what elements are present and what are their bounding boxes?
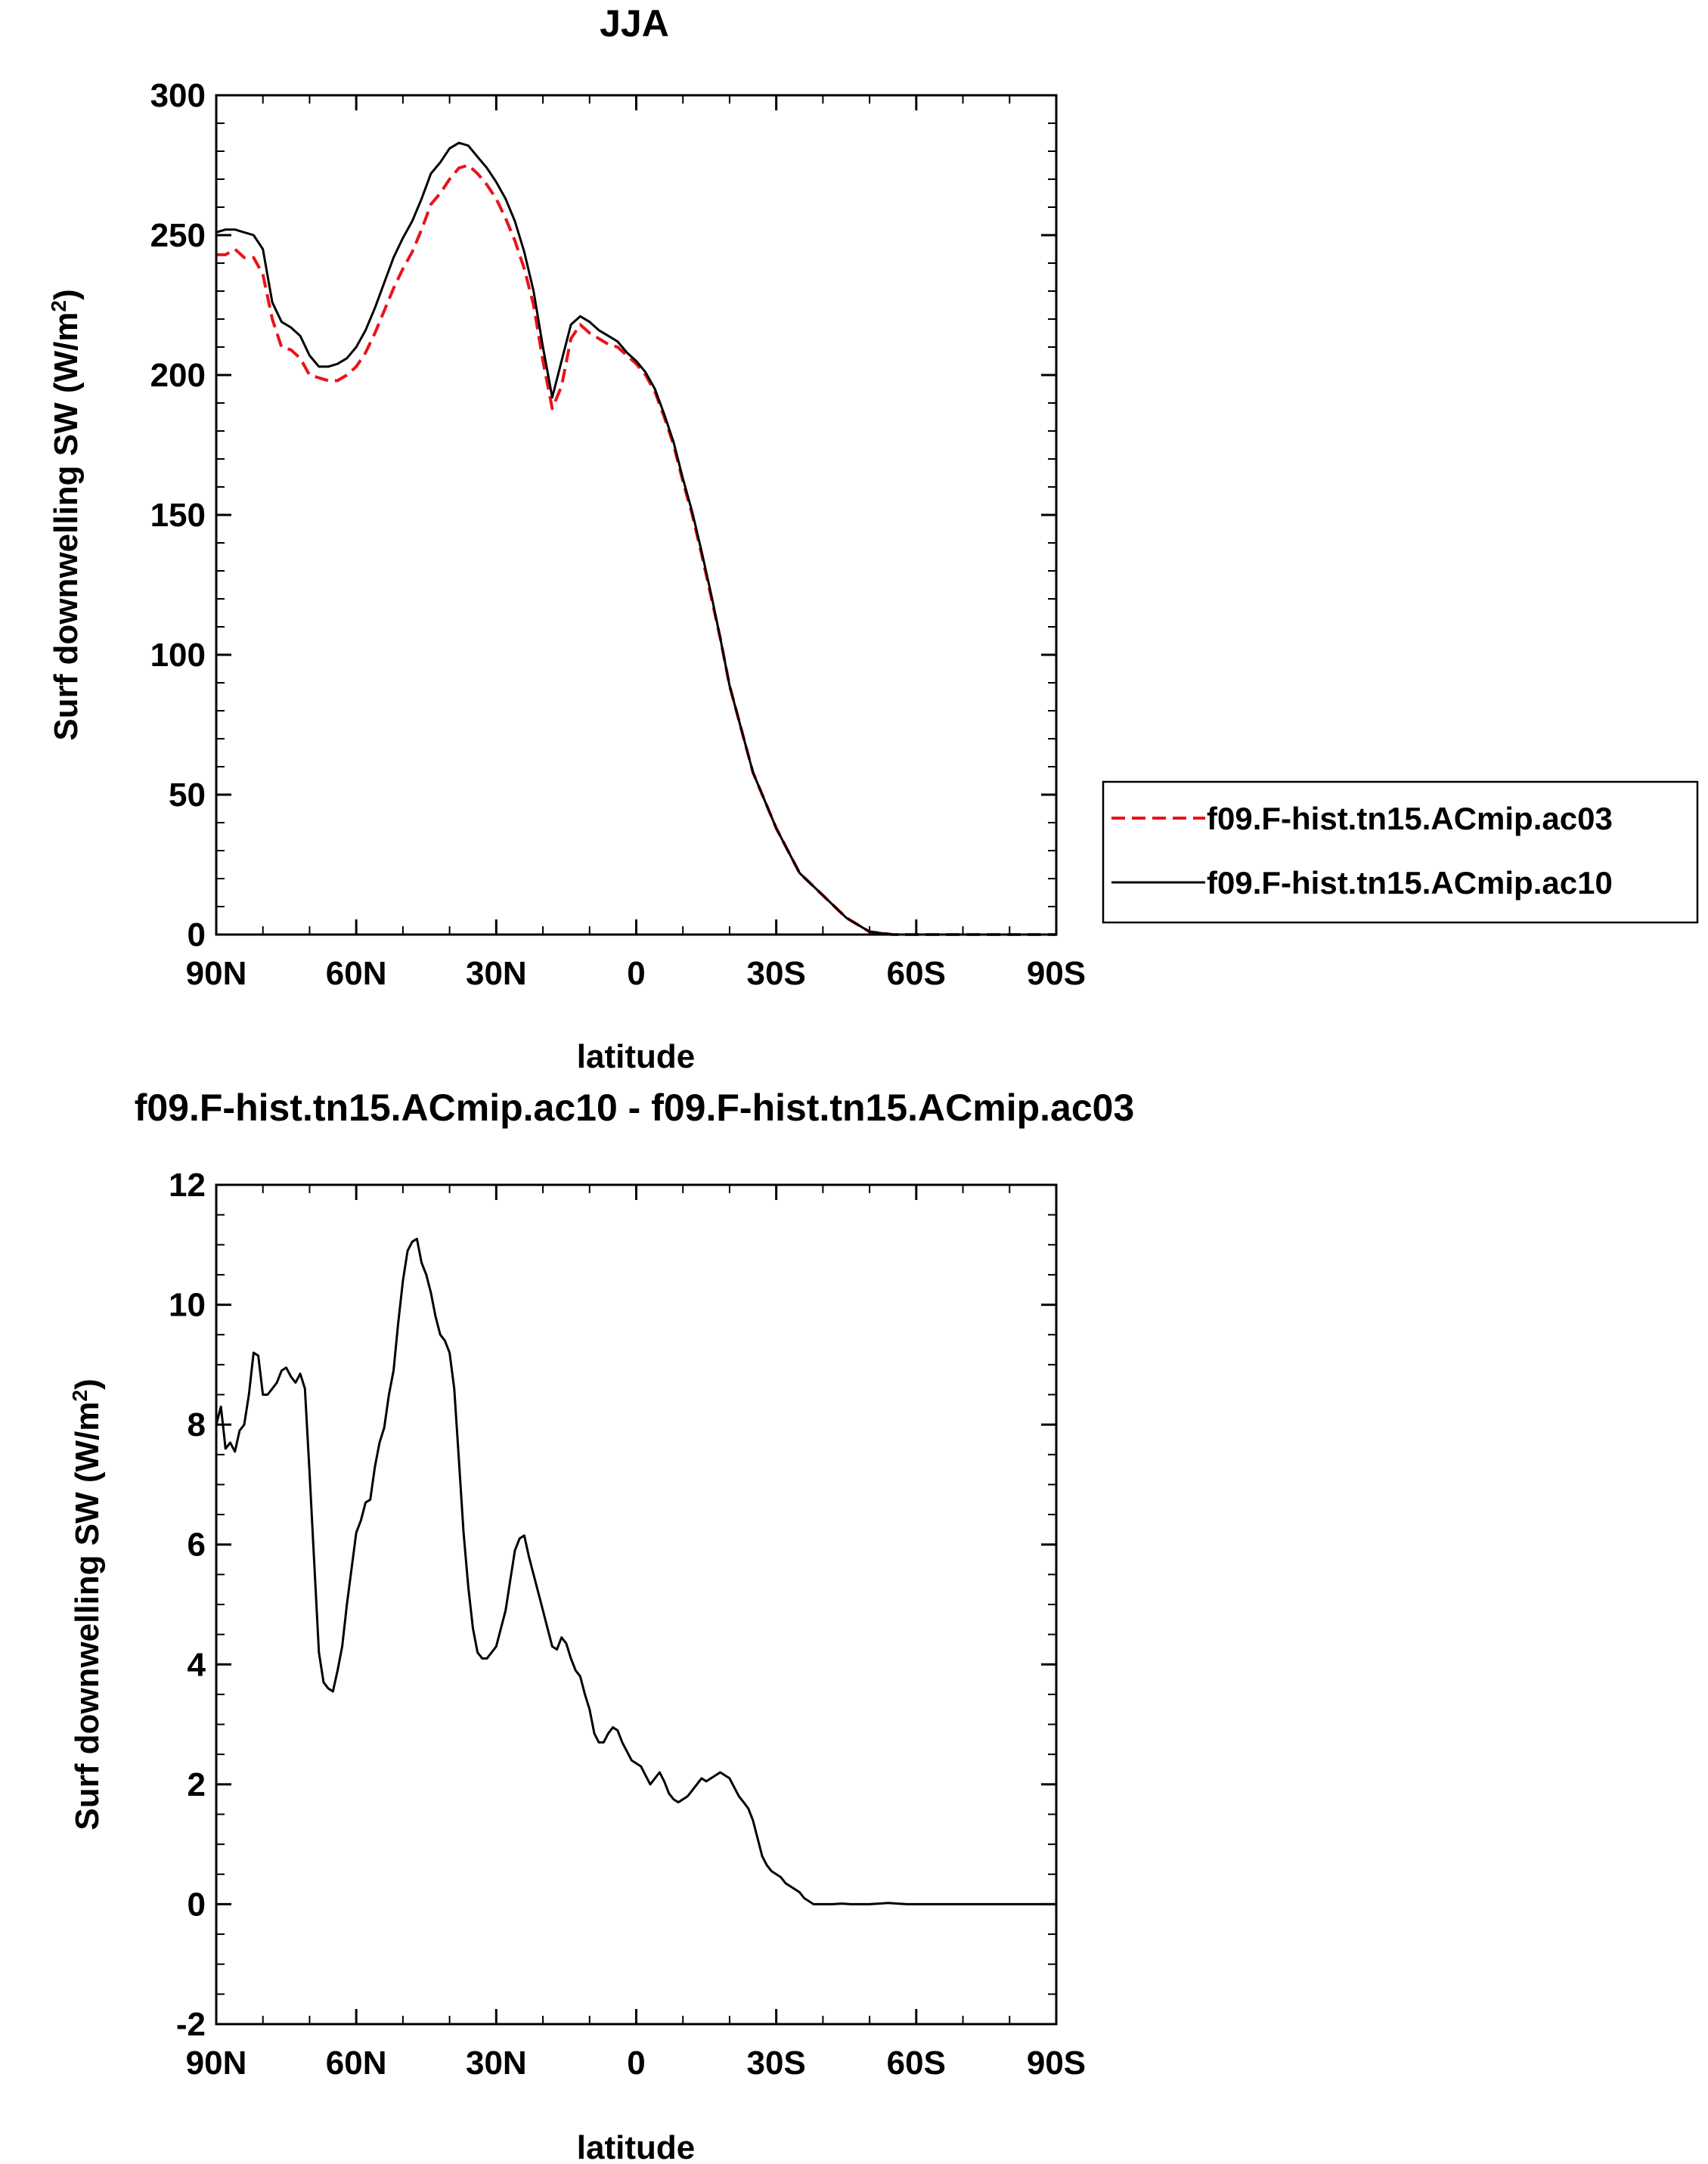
series-line-difference <box>215 1237 1056 1905</box>
plot-frame <box>215 94 1058 936</box>
y-tick-label: 0 <box>188 1886 206 1923</box>
y-tick-label: 50 <box>169 777 206 814</box>
y-tick-label: 6 <box>188 1527 206 1564</box>
y-tick-label: -2 <box>176 2006 206 2043</box>
x-tick-label: 60S <box>887 2045 946 2082</box>
x-tick-label: 0 <box>627 2045 645 2082</box>
y-tick-label: 100 <box>150 637 206 674</box>
y-tick-label: 4 <box>188 1646 206 1683</box>
x-tick-label: 90S <box>1027 955 1086 992</box>
y-tick-label: 10 <box>169 1287 206 1324</box>
plot-frame <box>215 1183 1058 2026</box>
y-tick-label: 2 <box>188 1766 206 1803</box>
y-axis-label: Surf downwelling SW (W/m2) <box>68 1378 107 1830</box>
chart-title: f09.F-hist.tn15.ACmip.ac10 - f09.F-hist.… <box>135 1087 1135 1129</box>
x-tick-label: 30S <box>747 955 806 992</box>
x-tick-label: 90N <box>186 2045 247 2082</box>
legend-label-ac10: f09.F-hist.tn15.ACmip.ac10 <box>1207 865 1613 901</box>
y-tick-label: 300 <box>150 77 206 114</box>
y-axis-label: Surf downwelling SW (W/m2) <box>47 289 85 740</box>
y-tick-label: 150 <box>150 497 206 534</box>
x-tick-label: 60S <box>887 955 946 992</box>
x-axis-label: latitude <box>577 1038 695 1075</box>
y-tick-label: 250 <box>150 217 206 254</box>
y-tick-label: 8 <box>188 1406 206 1443</box>
y-tick-label: 0 <box>188 916 206 953</box>
x-tick-label: 90N <box>186 955 247 992</box>
legend-box <box>1102 780 1699 924</box>
x-tick-label: 60N <box>326 2045 387 2082</box>
x-tick-label: 30N <box>466 2045 527 2082</box>
x-tick-label: 90S <box>1027 2045 1086 2082</box>
y-tick-label: 200 <box>150 357 206 394</box>
y-tick-label: 12 <box>169 1167 206 1204</box>
x-tick-label: 0 <box>627 955 645 992</box>
x-axis-label: latitude <box>577 2129 695 2164</box>
legend: f09.F-hist.tn15.ACmip.ac03 f09.F-hist.tn… <box>1102 780 1699 924</box>
chart-title: JJA <box>600 2 669 45</box>
x-tick-label: 60N <box>326 955 387 992</box>
legend-label-ac03: f09.F-hist.tn15.ACmip.ac03 <box>1207 801 1613 836</box>
panel-top-chart: JJA 90N 60N 30N 0 30S 60S 90S 0 50 100 150 200 250 30… <box>47 2 1699 1075</box>
panel-bottom-chart: f09.F-hist.tn15.ACmip.ac10 - f09.F-hist.… <box>68 1087 1135 2164</box>
series-line-ac10 <box>215 141 1056 936</box>
x-tick-label: 30N <box>466 955 527 992</box>
series-line-ac03 <box>216 163 1056 936</box>
x-tick-label: 30S <box>747 2045 806 2082</box>
